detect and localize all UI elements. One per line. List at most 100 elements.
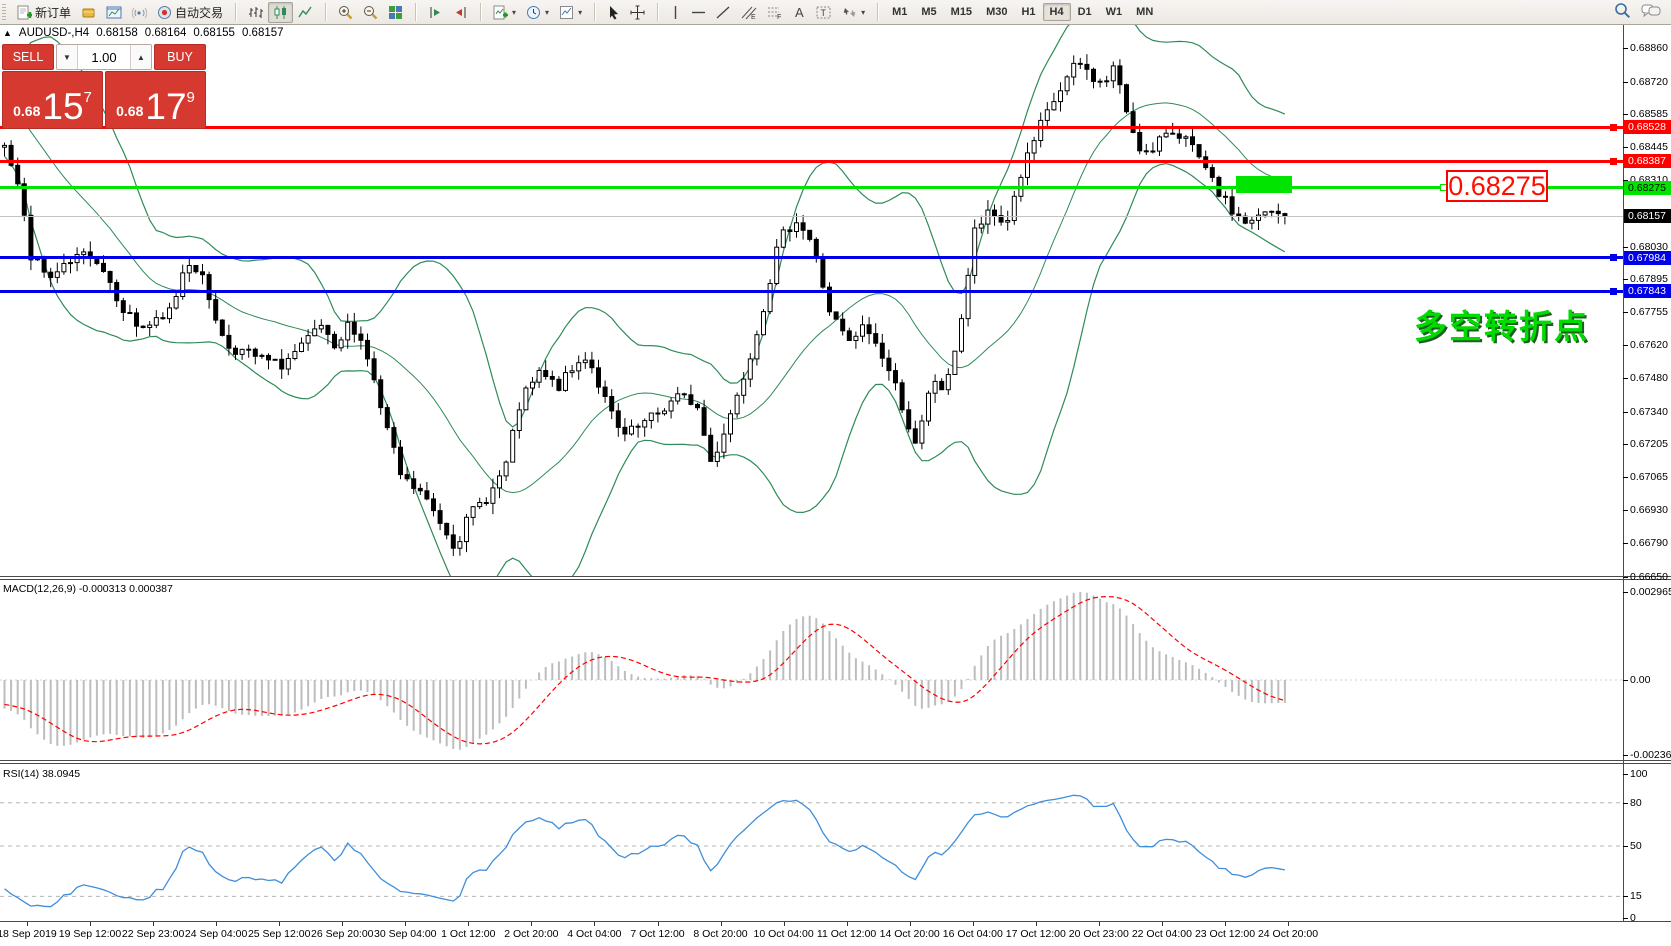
candle-body <box>1031 140 1037 154</box>
trendline-button[interactable] <box>711 2 736 23</box>
volume-control: ▼ 1.00 ▲ <box>56 44 152 70</box>
timeframe-button-MN[interactable]: MN <box>1136 6 1154 18</box>
horizontal-line-0.68275[interactable] <box>0 186 1623 190</box>
time-label: 26 Sep 20:00 <box>311 928 374 940</box>
time-tick <box>216 922 218 926</box>
new-order-label: 新订单 <box>35 5 72 20</box>
main-chart-pane[interactable] <box>0 25 1623 576</box>
price-tick-label: 0.67620 <box>1630 338 1668 351</box>
price-tick-label: 0.68720 <box>1630 75 1668 88</box>
price-tick-label: 0.66930 <box>1630 503 1668 516</box>
panel-toggle-arrow[interactable]: ▲ <box>3 28 12 38</box>
candle-body <box>655 412 661 415</box>
macd-pane[interactable] <box>0 580 1623 760</box>
timeframe-button-W1[interactable]: W1 <box>1105 6 1123 18</box>
tile-windows-button[interactable] <box>383 2 408 23</box>
horizontal-line-0.68528[interactable] <box>0 125 1623 129</box>
green-zone-rectangle[interactable] <box>1236 176 1292 193</box>
pane-separator-rsi[interactable] <box>0 760 1671 764</box>
chinese-annotation[interactable]: 多空转折点 <box>1414 308 1589 345</box>
axis-tick <box>1623 246 1628 248</box>
line-handle[interactable] <box>1610 123 1617 131</box>
chart-shift-button[interactable] <box>448 2 473 23</box>
candle-body <box>312 328 318 337</box>
sell-price-tile[interactable]: 0.68 15 7 <box>2 71 103 129</box>
tile-button[interactable] <box>76 2 101 23</box>
candle-body <box>358 333 364 341</box>
pane-separator-macd[interactable] <box>0 576 1671 580</box>
horizontal-line-0.68387[interactable] <box>0 159 1623 163</box>
channel-button[interactable]: E <box>736 2 762 23</box>
axis-tick <box>1623 113 1628 115</box>
price-tick-label: 0.67065 <box>1630 471 1668 484</box>
timeframe-button-M1[interactable]: M1 <box>892 6 908 18</box>
line-handle[interactable] <box>1610 254 1617 261</box>
chat-icon[interactable] <box>1641 3 1661 22</box>
crosshair-button[interactable] <box>625 2 650 23</box>
horizontal-line-0.67984[interactable] <box>0 256 1623 259</box>
search-icon[interactable] <box>1614 2 1631 22</box>
new-order-button[interactable]: 新订单 <box>12 1 76 24</box>
line-handle[interactable] <box>1610 157 1617 165</box>
sell-button[interactable]: SELL <box>2 44 54 70</box>
volume-decrease-button[interactable]: ▼ <box>57 45 78 69</box>
line-handle[interactable] <box>1610 287 1617 295</box>
vline-button[interactable] <box>665 2 686 23</box>
periods-button[interactable]: ▾ <box>521 2 554 23</box>
label-button[interactable]: T <box>811 2 837 23</box>
candle-body <box>912 428 918 444</box>
volume-input[interactable]: 1.00 <box>91 49 117 65</box>
timeframe-button-D1[interactable]: D1 <box>1077 6 1092 18</box>
signal-button[interactable] <box>127 2 152 23</box>
horizontal-line-0.67843[interactable] <box>0 289 1623 293</box>
price-badge-0.68387: 0.68387 <box>1624 154 1671 169</box>
timeframe-button-H4[interactable]: H4 <box>1042 3 1071 21</box>
candles-button[interactable] <box>268 1 294 23</box>
horizontal-line-0.68157[interactable] <box>0 215 1623 217</box>
linechart-button[interactable] <box>293 2 318 23</box>
time-tick <box>342 922 344 926</box>
candle-body <box>1143 150 1149 153</box>
bars-button[interactable] <box>243 2 268 23</box>
price-annotation-box[interactable]: 0.68275 <box>1446 170 1548 202</box>
candle-body <box>483 502 489 504</box>
candle-body <box>589 359 595 369</box>
candle-body <box>556 378 562 391</box>
buy-price-tile[interactable]: 0.68 17 9 <box>105 71 206 129</box>
price-tick-label: 0.67895 <box>1630 272 1668 285</box>
tile-windows-icon <box>388 5 403 20</box>
zoom-in-button[interactable] <box>333 2 358 23</box>
candle-body <box>1269 210 1275 213</box>
cursor-button[interactable] <box>602 2 625 23</box>
rsi-pane[interactable] <box>0 764 1623 921</box>
autoscroll-button[interactable] <box>423 2 448 23</box>
candle-body <box>193 265 199 273</box>
autotrade-button[interactable]: 自动交易 <box>152 1 228 24</box>
timeframe-button-M30[interactable]: M30 <box>986 6 1008 18</box>
periods-icon <box>526 5 541 20</box>
text-button[interactable]: A <box>788 2 811 23</box>
chart-window-button[interactable] <box>101 2 127 23</box>
candle-body <box>120 300 126 314</box>
candle-body <box>1110 65 1116 82</box>
hline-button[interactable] <box>686 2 711 23</box>
toolbar-grip[interactable] <box>2 4 6 20</box>
candle-body <box>886 357 892 372</box>
indicators-button[interactable]: ▾ <box>488 2 521 23</box>
timeframe-button-M15[interactable]: M15 <box>950 6 973 18</box>
templates-button[interactable]: ▾ <box>554 2 587 23</box>
time-tick <box>909 922 911 926</box>
arrows-button[interactable]: ▾ <box>837 2 870 23</box>
zoom-out-button[interactable] <box>358 2 383 23</box>
candle-body <box>1229 196 1235 215</box>
volume-increase-button[interactable]: ▲ <box>130 45 151 69</box>
timeframe-button-H1[interactable]: H1 <box>1021 6 1036 18</box>
candle-body <box>596 367 601 388</box>
fibonacci-button[interactable]: F <box>762 2 788 23</box>
timeframe-button-M5[interactable]: M5 <box>921 6 937 18</box>
time-label: 4 Oct 04:00 <box>567 928 622 940</box>
candle-body <box>285 358 291 370</box>
price-tick-label: 0.67755 <box>1630 306 1668 319</box>
buy-button[interactable]: BUY <box>154 44 206 70</box>
